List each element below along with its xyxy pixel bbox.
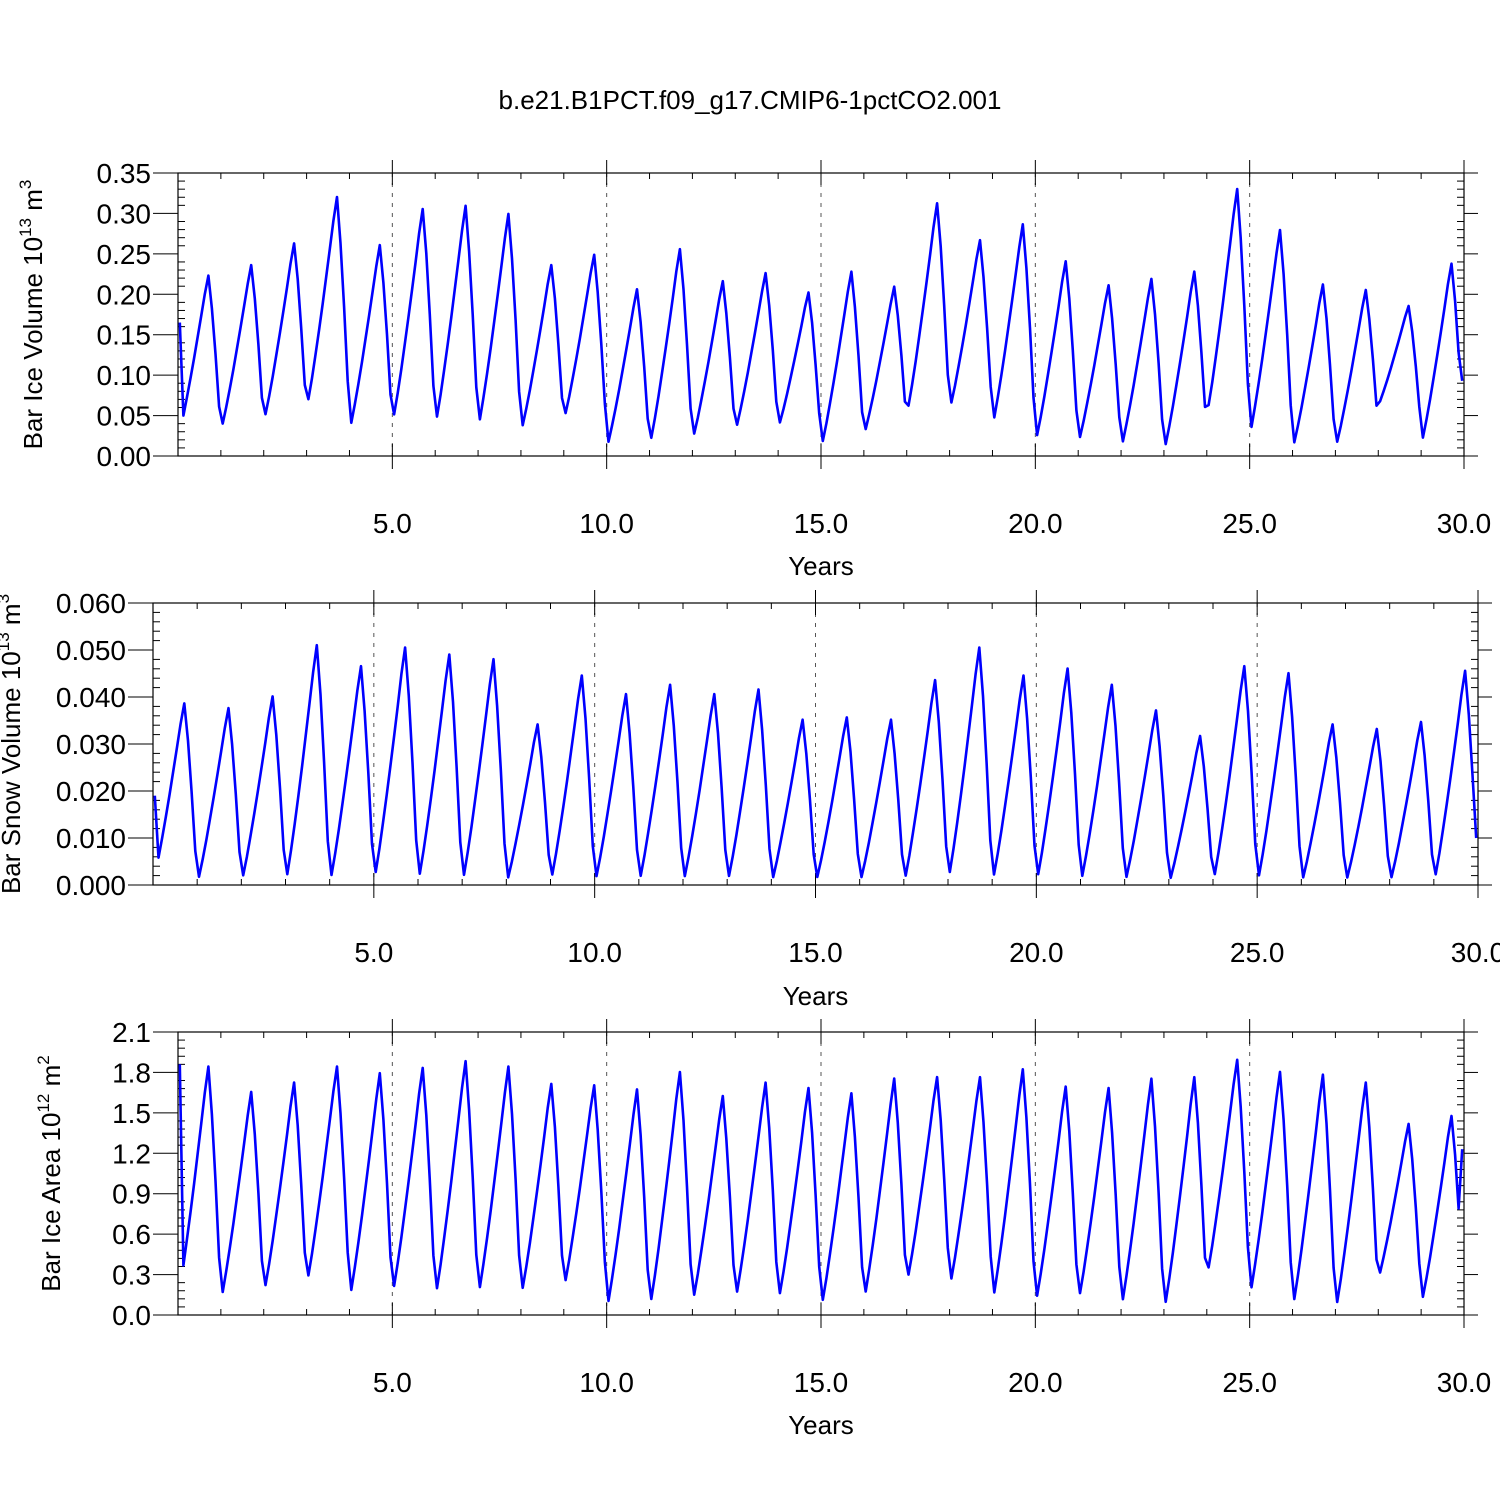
y-tick-label: 0.05	[97, 401, 152, 432]
x-tick-label: 20.0	[1009, 937, 1064, 968]
y-tick-label: 0.020	[56, 776, 126, 807]
x-tick-label: 5.0	[373, 508, 412, 539]
y-tick-label: 1.5	[112, 1098, 151, 1129]
x-tick-label: 25.0	[1222, 508, 1277, 539]
x-tick-label: 15.0	[794, 1367, 849, 1398]
y-tick-label: 0.050	[56, 635, 126, 666]
x-tick-label: 20.0	[1008, 1367, 1063, 1398]
x-tick-label: 20.0	[1008, 508, 1063, 539]
series-line-ice-area	[178, 1058, 1464, 1304]
y-tick-label: 0.35	[97, 158, 152, 189]
y-tick-label: 1.8	[112, 1057, 151, 1088]
y-tick-label: 0.10	[97, 360, 152, 391]
figure-title: b.e21.B1PCT.f09_g17.CMIP6-1pctCO2.001	[499, 85, 1002, 115]
y-axis-title-unit: m	[0, 603, 26, 632]
y-axis-title: Bar Ice Volume 1013 m3	[16, 180, 48, 450]
y-axis-title-unit-exponent: 3	[16, 180, 35, 189]
x-tick-label: 5.0	[354, 937, 393, 968]
plot-frame	[152, 602, 1479, 886]
y-tick-label: 0.030	[56, 729, 126, 760]
series-line-ice-volume	[178, 187, 1464, 446]
y-tick-label: 0.9	[112, 1179, 151, 1210]
x-tick-label: 10.0	[579, 508, 634, 539]
y-axis-title-unit: m	[36, 1065, 66, 1094]
y-axis-title-exponent: 13	[0, 632, 13, 651]
y-tick-label: 0.20	[97, 279, 152, 310]
panel-snow-volume: 5.0 10.0 15.0 20.0 25.0 30.0 0.000 0.010 0.020 0.…	[0, 588, 1500, 1011]
y-axis-title-unit: m	[18, 189, 48, 218]
y-axis-title: Bar Ice Area 1012 m2	[34, 1055, 66, 1292]
x-tick-label: 25.0	[1222, 1367, 1277, 1398]
x-tick-label: 30.0	[1437, 1367, 1492, 1398]
plot-frame	[177, 172, 1465, 457]
y-tick-label: 2.1	[112, 1017, 151, 1048]
y-tick-label: 0.0	[112, 1300, 151, 1331]
x-tick-label: 15.0	[788, 937, 843, 968]
y-tick-label: 0.00	[97, 441, 152, 472]
x-tick-label: 30.0	[1437, 508, 1492, 539]
y-tick-label: 1.2	[112, 1138, 151, 1169]
y-tick-label: 0.25	[97, 239, 152, 270]
y-axis-title-main: Bar Ice Volume 10	[18, 237, 48, 449]
y-tick-label: 0.6	[112, 1219, 151, 1250]
plot-frame	[177, 1031, 1465, 1316]
y-tick-label: 0.040	[56, 682, 126, 713]
x-tick-label: 10.0	[567, 937, 622, 968]
y-axis-title-exponent: 13	[16, 218, 35, 237]
x-tick-label: 10.0	[579, 1367, 634, 1398]
x-axis-title: Years	[788, 551, 854, 581]
y-tick-label: 0.000	[56, 870, 126, 901]
x-axis-title: Years	[783, 981, 849, 1011]
panel-ice-volume: 5.0 10.0 15.0 20.0 25.0 30.0 0.00 0.05 0.10 0.15 0…	[16, 158, 1491, 581]
y-tick-label: 0.060	[56, 588, 126, 619]
y-tick-label: 0.010	[56, 823, 126, 854]
y-axis-title-unit-exponent: 2	[34, 1055, 53, 1064]
y-axis-title: Bar Snow Volume 1013 m3	[0, 594, 26, 894]
y-tick-label: 0.15	[97, 320, 152, 351]
y-axis-title-main: Bar Ice Area 10	[36, 1113, 66, 1292]
x-tick-label: 30.0	[1451, 937, 1500, 968]
y-tick-label: 0.3	[112, 1260, 151, 1291]
y-axis-title-unit-exponent: 3	[0, 594, 13, 603]
x-tick-label: 5.0	[373, 1367, 412, 1398]
x-tick-label: 25.0	[1230, 937, 1285, 968]
y-axis-title-exponent: 12	[34, 1094, 53, 1113]
y-axis-title-main: Bar Snow Volume 10	[0, 651, 26, 894]
x-tick-label: 15.0	[794, 508, 849, 539]
y-tick-label: 0.30	[97, 198, 152, 229]
panel-ice-area: 5.0 10.0 15.0 20.0 25.0 30.0 0.0 0.3 0.6 0.9 1.2 1.…	[34, 1017, 1491, 1440]
series-line-snow-volume	[153, 643, 1478, 880]
x-axis-title: Years	[788, 1410, 854, 1440]
